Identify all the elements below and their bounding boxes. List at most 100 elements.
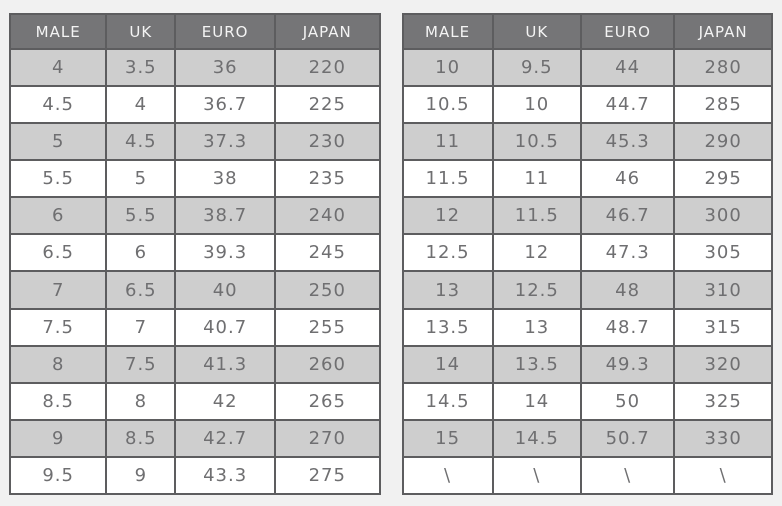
- table-row: 7 6.5 40 250: [8, 270, 381, 310]
- table-cell: 7: [105, 307, 177, 347]
- table-cell: 13: [401, 270, 494, 310]
- table-row: \ \ \ \: [401, 455, 773, 496]
- table-row: 4 3.5 36 220: [8, 47, 381, 88]
- table-cell: 11: [401, 122, 494, 162]
- table-cell: 245: [274, 233, 381, 273]
- table-row: 8.5 8 42 265: [8, 381, 381, 421]
- table-cell: 12.5: [401, 233, 494, 273]
- table-cell: 310: [673, 270, 773, 310]
- table-cell: 45.3: [579, 122, 676, 162]
- table-cell: 40: [174, 270, 277, 310]
- header-row: MALE UK EURO JAPAN: [401, 13, 773, 50]
- table-cell: 5.5: [105, 196, 177, 236]
- table-cell: 330: [673, 418, 773, 458]
- column-header-euro: EURO: [579, 13, 676, 50]
- table-cell: 4: [105, 85, 177, 125]
- table-row: 10.5 10 44.7 285: [401, 85, 773, 125]
- table-cell: 15: [401, 418, 494, 458]
- table-row: 6.5 6 39.3 245: [8, 233, 381, 273]
- table-cell: 11.5: [491, 196, 582, 236]
- table-cell: 44.7: [579, 85, 676, 125]
- header-row: MALE UK EURO JAPAN: [8, 13, 381, 50]
- table-cell: 49.3: [579, 344, 676, 384]
- table-cell: 3.5: [105, 47, 177, 88]
- table-cell: 265: [274, 381, 381, 421]
- table-cell: 14: [491, 381, 582, 421]
- table-cell: 10: [401, 47, 494, 88]
- table-cell: 46: [579, 159, 676, 199]
- table-cell: 12: [491, 233, 582, 273]
- table-cell: 38: [174, 159, 277, 199]
- table-cell: 9.5: [8, 455, 108, 496]
- table-cell: 325: [673, 381, 773, 421]
- table-row: 12.5 12 47.3 305: [401, 233, 773, 273]
- table-cell: 6: [105, 233, 177, 273]
- table-cell: 290: [673, 122, 773, 162]
- table-cell: 4.5: [8, 85, 108, 125]
- table-row: 6 5.5 38.7 240: [8, 196, 381, 236]
- table-cell: 285: [673, 85, 773, 125]
- table-cell: 7.5: [105, 344, 177, 384]
- column-header-japan: JAPAN: [673, 13, 773, 50]
- table-row: 7.5 7 40.7 255: [8, 307, 381, 347]
- table-row: 4.5 4 36.7 225: [8, 85, 381, 125]
- table-cell: 5: [8, 122, 108, 162]
- table-cell: 270: [274, 418, 381, 458]
- table-cell: 300: [673, 196, 773, 236]
- table-row: 13 12.5 48 310: [401, 270, 773, 310]
- table-cell: 40.7: [174, 307, 277, 347]
- size-chart-table-left: MALE UK EURO JAPAN 4 3.5 36 220 4.5 4 36.7 225 5 4.5 3…: [8, 13, 381, 496]
- table-row: 15 14.5 50.7 330: [401, 418, 773, 458]
- table-cell: 13.5: [491, 344, 582, 384]
- table-cell: 50.7: [579, 418, 676, 458]
- table-cell: 320: [673, 344, 773, 384]
- table-cell: 46.7: [579, 196, 676, 236]
- table-cell: 240: [274, 196, 381, 236]
- column-header-japan: JAPAN: [274, 13, 381, 50]
- table-cell: 8.5: [105, 418, 177, 458]
- table-cell: 6: [8, 196, 108, 236]
- table-row: 5 4.5 37.3 230: [8, 122, 381, 162]
- table-cell: 13.5: [401, 307, 494, 347]
- table-cell: 42: [174, 381, 277, 421]
- table-cell: 7: [8, 270, 108, 310]
- table-cell: 38.7: [174, 196, 277, 236]
- table-row: 11 10.5 45.3 290: [401, 122, 773, 162]
- table-cell: 42.7: [174, 418, 277, 458]
- table-row: 11.5 11 46 295: [401, 159, 773, 199]
- table-cell: 13: [491, 307, 582, 347]
- table-cell: 48.7: [579, 307, 676, 347]
- column-header-uk: UK: [105, 13, 177, 50]
- table-cell: 305: [673, 233, 773, 273]
- table-row: 5.5 5 38 235: [8, 159, 381, 199]
- table-cell: 230: [274, 122, 381, 162]
- table-cell: 39.3: [174, 233, 277, 273]
- table-cell: 7.5: [8, 307, 108, 347]
- table-cell: 36: [174, 47, 277, 88]
- table-cell: 43.3: [174, 455, 277, 496]
- table-cell: 315: [673, 307, 773, 347]
- table-cell: 8: [8, 344, 108, 384]
- column-header-uk: UK: [491, 13, 582, 50]
- table-cell: 36.7: [174, 85, 277, 125]
- table-cell: 5: [105, 159, 177, 199]
- table-cell: 48: [579, 270, 676, 310]
- table-cell: 10.5: [491, 122, 582, 162]
- table-cell: 9.5: [491, 47, 582, 88]
- table-cell: 50: [579, 381, 676, 421]
- table-row: 8 7.5 41.3 260: [8, 344, 381, 384]
- table-cell: 250: [274, 270, 381, 310]
- table-cell: 11: [491, 159, 582, 199]
- table-cell: 41.3: [174, 344, 277, 384]
- table-row: 14 13.5 49.3 320: [401, 344, 773, 384]
- table-cell: 5.5: [8, 159, 108, 199]
- table-cell: 275: [274, 455, 381, 496]
- table-cell: 6.5: [8, 233, 108, 273]
- table-cell: 260: [274, 344, 381, 384]
- table-cell: \: [673, 455, 773, 496]
- table-row: 10 9.5 44 280: [401, 47, 773, 88]
- table-row: 13.5 13 48.7 315: [401, 307, 773, 347]
- table-cell: 44: [579, 47, 676, 88]
- table-cell: 4.5: [105, 122, 177, 162]
